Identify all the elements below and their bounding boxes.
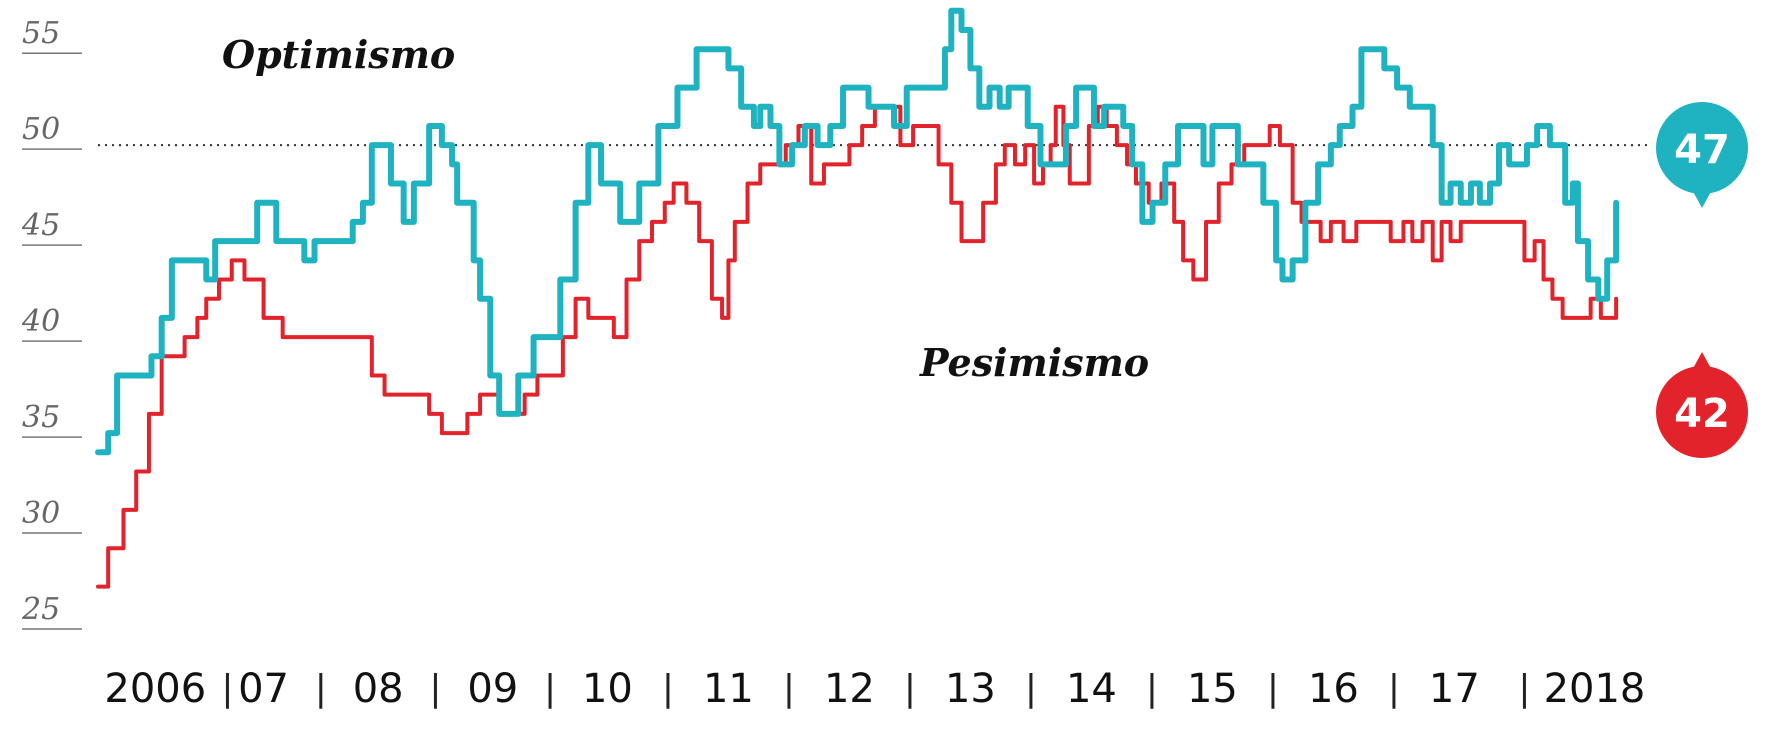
x-tick-label: 11 xyxy=(703,666,754,712)
x-tick-label: 12 xyxy=(824,666,875,712)
x-tick-separator: | xyxy=(1025,668,1037,709)
bubble-value-pesimismo: 42 xyxy=(1674,391,1730,437)
y-tick-label: 45 xyxy=(21,208,60,243)
x-tick-separator: | xyxy=(1146,668,1158,709)
x-tick-separator: | xyxy=(1267,668,1279,709)
series-layer xyxy=(95,7,1620,589)
y-tick-label: 25 xyxy=(21,592,60,627)
x-tick-label: 16 xyxy=(1308,666,1359,712)
x-tick-label: 09 xyxy=(467,666,518,712)
y-tick-label: 40 xyxy=(21,304,60,339)
x-tick-label: 14 xyxy=(1066,666,1117,712)
x-tick-label: 08 xyxy=(353,666,404,712)
bubble-value-optimismo: 47 xyxy=(1674,127,1730,173)
x-tick-label: 13 xyxy=(945,666,996,712)
x-tick-separator: | xyxy=(904,668,916,709)
x-tick-label: 07 xyxy=(238,666,289,712)
x-tick-separator: | xyxy=(783,668,795,709)
y-tick-label: 35 xyxy=(22,400,60,435)
series-line-optimismo xyxy=(95,7,1620,456)
x-tick-separator: | xyxy=(1518,668,1530,709)
end-value-bubble-optimismo: 47 xyxy=(1656,102,1748,208)
x-tick-separator: | xyxy=(221,668,233,709)
y-tick-label: 55 xyxy=(22,16,60,51)
series-label-optimismo: Optimismo xyxy=(222,32,455,77)
x-tick-separator: | xyxy=(315,668,327,709)
x-tick-label: 10 xyxy=(582,666,633,712)
x-tick-label: 2006 xyxy=(104,666,206,712)
x-axis: 2006 | 07 | 08 | 09 | 10 | 11 | 12 | 13 | 14 | 15 | 16 | 17 | 20… xyxy=(104,666,1645,712)
y-tick-label: 50 xyxy=(22,112,60,147)
x-tick-label: 2018 xyxy=(1544,666,1646,712)
x-tick-label: 17 xyxy=(1429,666,1480,712)
x-tick-separator: | xyxy=(662,668,674,709)
series-line-pesimismo xyxy=(96,104,1619,589)
series-label-pesimismo: Pesimismo xyxy=(919,340,1149,385)
x-tick-separator: | xyxy=(544,668,556,709)
x-tick-separator: | xyxy=(429,668,441,709)
end-value-bubble-pesimismo: 42 xyxy=(1656,352,1748,458)
y-tick-label: 30 xyxy=(22,496,60,531)
x-tick-label: 15 xyxy=(1187,666,1238,712)
y-axis: 55 50 45 40 35 30 25 xyxy=(21,16,82,630)
x-tick-separator: | xyxy=(1388,668,1400,709)
